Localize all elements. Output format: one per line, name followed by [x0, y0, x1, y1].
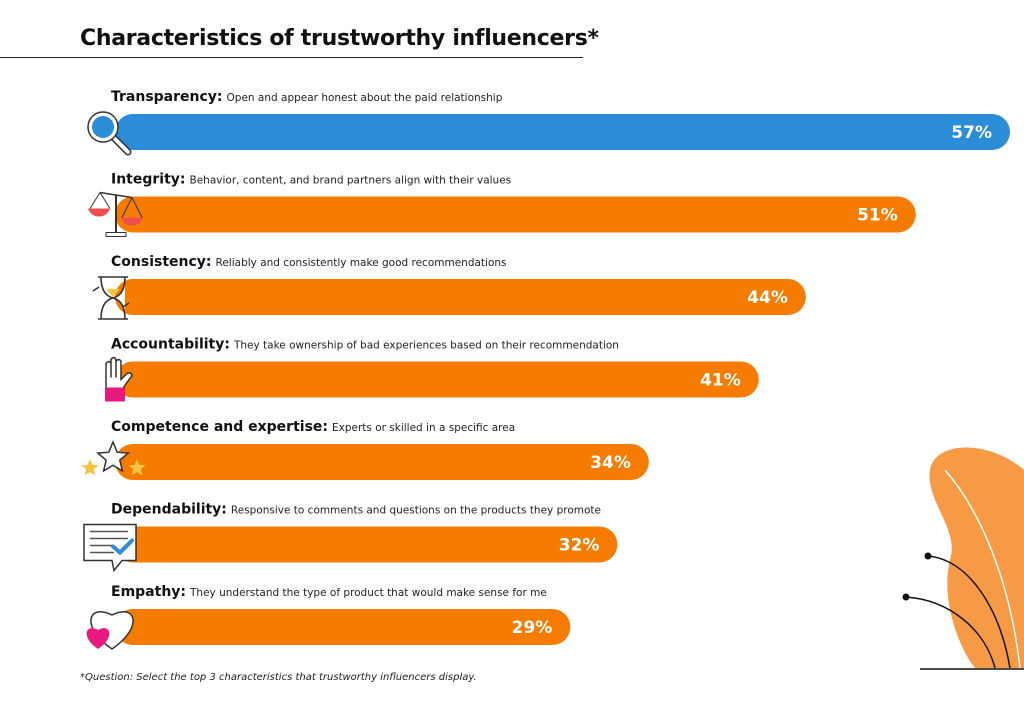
raised-hand-icon	[105, 356, 133, 402]
hourglass-icon	[92, 276, 130, 320]
category-description: They understand the type of product that…	[189, 587, 547, 599]
value-label: 57%	[951, 123, 992, 143]
category-name: Empathy:	[111, 584, 186, 600]
category-label: Dependability: Responsive to comments and…	[111, 502, 601, 518]
stars-icon	[81, 440, 146, 476]
bar-row-accountability: Accountability: They take ownership of ba…	[105, 337, 759, 402]
category-label: Integrity: Behavior, content, and brand p…	[111, 172, 511, 188]
bar	[115, 114, 1010, 150]
value-label: 32%	[559, 536, 600, 556]
bar-row-competence-and-expertise: Competence and expertise: Experts or skil…	[81, 419, 649, 480]
checked-message-icon	[83, 523, 137, 573]
plant-decoration	[902, 447, 1024, 670]
category-name: Competence and expertise:	[111, 419, 328, 435]
category-description: They take ownership of bad experiences b…	[233, 340, 619, 352]
title-divider	[0, 57, 583, 58]
value-label: 44%	[747, 288, 788, 308]
value-label: 41%	[700, 371, 741, 391]
category-label: Empathy: They understand the type of prod…	[111, 584, 547, 600]
magnifier-icon	[87, 111, 132, 156]
chart-title: Characteristics of trustworthy influence…	[80, 26, 599, 51]
category-name: Dependability:	[111, 502, 227, 518]
category-description: Behavior, content, and brand partners al…	[190, 175, 512, 187]
category-name: Accountability:	[111, 337, 230, 353]
category-description: Responsive to comments and questions on …	[231, 505, 601, 517]
category-name: Transparency:	[111, 89, 223, 105]
category-label: Transparency: Open and appear honest abou…	[111, 89, 503, 105]
bar	[115, 196, 916, 233]
bar-row-dependability: Dependability: Responsive to comments and…	[83, 502, 618, 573]
value-label: 34%	[590, 453, 631, 473]
category-label: Competence and expertise: Experts or skil…	[111, 419, 515, 435]
category-description: Open and appear honest about the paid re…	[227, 92, 503, 104]
footnote: *Question: Select the top 3 characterist…	[80, 672, 477, 683]
bar	[115, 526, 618, 563]
bar	[115, 444, 649, 480]
hearts-icon	[86, 611, 134, 650]
value-label: 29%	[512, 618, 553, 638]
bar-row-transparency: Transparency: Open and appear honest abou…	[87, 89, 1010, 156]
category-description: Experts or skilled in a specific area	[332, 422, 515, 434]
category-label: Accountability: They take ownership of ba…	[111, 337, 619, 353]
bar-row-integrity: Integrity: Behavior, content, and brand p…	[88, 172, 916, 237]
bar	[115, 279, 806, 315]
value-label: 51%	[857, 206, 898, 226]
scales-icon	[88, 191, 143, 237]
category-description: Reliably and consistently make good reco…	[216, 257, 507, 269]
bar-row-consistency: Consistency: Reliably and consistently ma…	[92, 254, 806, 320]
category-name: Consistency:	[111, 254, 212, 270]
bar-row-empathy: Empathy: They understand the type of prod…	[86, 584, 571, 650]
category-name: Integrity:	[111, 172, 186, 188]
bar	[115, 361, 759, 398]
bar	[115, 609, 571, 645]
category-label: Consistency: Reliably and consistently ma…	[111, 254, 507, 270]
